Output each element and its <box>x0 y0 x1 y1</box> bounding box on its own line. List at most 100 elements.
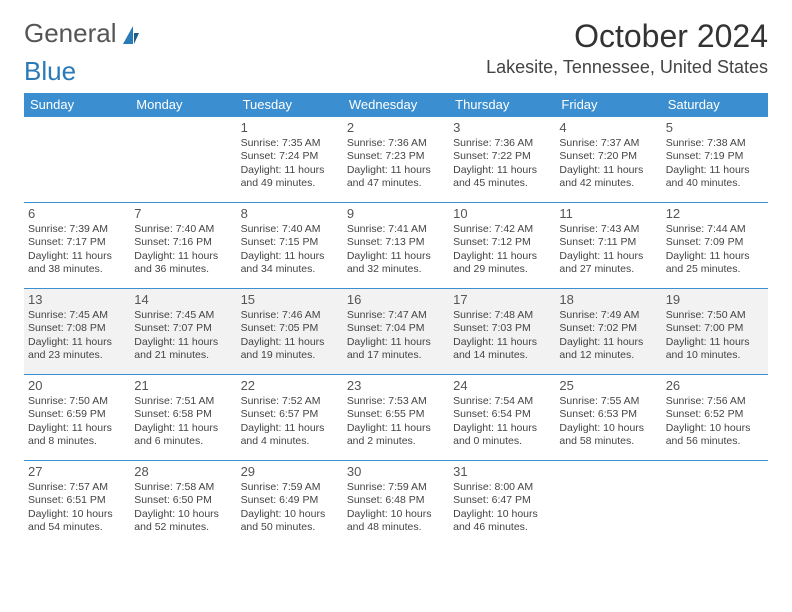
sunrise-text: Sunrise: 7:54 AM <box>453 395 551 408</box>
sunset-text: Sunset: 6:51 PM <box>28 494 126 507</box>
calendar-week: 1Sunrise: 7:35 AMSunset: 7:24 PMDaylight… <box>24 117 768 203</box>
daylight-text: Daylight: 11 hours and 10 minutes. <box>666 336 764 362</box>
day-details: Sunrise: 7:58 AMSunset: 6:50 PMDaylight:… <box>134 481 232 534</box>
calendar-day: 10Sunrise: 7:42 AMSunset: 7:12 PMDayligh… <box>449 203 555 289</box>
calendar-day: 1Sunrise: 7:35 AMSunset: 7:24 PMDaylight… <box>237 117 343 203</box>
day-number: 19 <box>666 292 764 308</box>
sunset-text: Sunset: 7:02 PM <box>559 322 657 335</box>
sunset-text: Sunset: 7:08 PM <box>28 322 126 335</box>
sunrise-text: Sunrise: 7:52 AM <box>241 395 339 408</box>
daylight-text: Daylight: 11 hours and 36 minutes. <box>134 250 232 276</box>
day-number: 3 <box>453 120 551 136</box>
calendar-day: 2Sunrise: 7:36 AMSunset: 7:23 PMDaylight… <box>343 117 449 203</box>
calendar-day: 15Sunrise: 7:46 AMSunset: 7:05 PMDayligh… <box>237 289 343 375</box>
calendar-day: 13Sunrise: 7:45 AMSunset: 7:08 PMDayligh… <box>24 289 130 375</box>
day-details: Sunrise: 7:55 AMSunset: 6:53 PMDaylight:… <box>559 395 657 448</box>
day-details: Sunrise: 7:47 AMSunset: 7:04 PMDaylight:… <box>347 309 445 362</box>
sunrise-text: Sunrise: 7:41 AM <box>347 223 445 236</box>
calendar-day: 22Sunrise: 7:52 AMSunset: 6:57 PMDayligh… <box>237 375 343 461</box>
day-details: Sunrise: 7:40 AMSunset: 7:16 PMDaylight:… <box>134 223 232 276</box>
calendar-day: 7Sunrise: 7:40 AMSunset: 7:16 PMDaylight… <box>130 203 236 289</box>
daylight-text: Daylight: 10 hours and 46 minutes. <box>453 508 551 534</box>
day-number: 5 <box>666 120 764 136</box>
sunset-text: Sunset: 7:04 PM <box>347 322 445 335</box>
day-header: Saturday <box>662 93 768 117</box>
day-number: 13 <box>28 292 126 308</box>
sunrise-text: Sunrise: 7:50 AM <box>28 395 126 408</box>
calendar-blank <box>24 117 130 203</box>
day-number: 6 <box>28 206 126 222</box>
daylight-text: Daylight: 11 hours and 29 minutes. <box>453 250 551 276</box>
sunset-text: Sunset: 6:54 PM <box>453 408 551 421</box>
calendar-day: 4Sunrise: 7:37 AMSunset: 7:20 PMDaylight… <box>555 117 661 203</box>
calendar-day: 8Sunrise: 7:40 AMSunset: 7:15 PMDaylight… <box>237 203 343 289</box>
sunset-text: Sunset: 7:00 PM <box>666 322 764 335</box>
sunrise-text: Sunrise: 7:49 AM <box>559 309 657 322</box>
sunrise-text: Sunrise: 7:55 AM <box>559 395 657 408</box>
calendar-week: 20Sunrise: 7:50 AMSunset: 6:59 PMDayligh… <box>24 375 768 461</box>
day-number: 31 <box>453 464 551 480</box>
sunset-text: Sunset: 6:55 PM <box>347 408 445 421</box>
day-details: Sunrise: 7:39 AMSunset: 7:17 PMDaylight:… <box>28 223 126 276</box>
sunrise-text: Sunrise: 7:40 AM <box>134 223 232 236</box>
day-number: 9 <box>347 206 445 222</box>
sunset-text: Sunset: 7:05 PM <box>241 322 339 335</box>
daylight-text: Daylight: 11 hours and 8 minutes. <box>28 422 126 448</box>
day-details: Sunrise: 7:45 AMSunset: 7:08 PMDaylight:… <box>28 309 126 362</box>
day-details: Sunrise: 8:00 AMSunset: 6:47 PMDaylight:… <box>453 481 551 534</box>
calendar-blank <box>555 461 661 547</box>
daylight-text: Daylight: 11 hours and 27 minutes. <box>559 250 657 276</box>
sunset-text: Sunset: 6:48 PM <box>347 494 445 507</box>
calendar-day: 30Sunrise: 7:59 AMSunset: 6:48 PMDayligh… <box>343 461 449 547</box>
day-number: 14 <box>134 292 232 308</box>
calendar-head: SundayMondayTuesdayWednesdayThursdayFrid… <box>24 93 768 117</box>
daylight-text: Daylight: 11 hours and 0 minutes. <box>453 422 551 448</box>
sunset-text: Sunset: 7:16 PM <box>134 236 232 249</box>
calendar-day: 17Sunrise: 7:48 AMSunset: 7:03 PMDayligh… <box>449 289 555 375</box>
sunrise-text: Sunrise: 7:59 AM <box>241 481 339 494</box>
day-number: 25 <box>559 378 657 394</box>
daylight-text: Daylight: 11 hours and 14 minutes. <box>453 336 551 362</box>
day-details: Sunrise: 7:54 AMSunset: 6:54 PMDaylight:… <box>453 395 551 448</box>
day-details: Sunrise: 7:50 AMSunset: 6:59 PMDaylight:… <box>28 395 126 448</box>
sunrise-text: Sunrise: 7:37 AM <box>559 137 657 150</box>
sunset-text: Sunset: 7:11 PM <box>559 236 657 249</box>
daylight-text: Daylight: 11 hours and 42 minutes. <box>559 164 657 190</box>
sunset-text: Sunset: 7:22 PM <box>453 150 551 163</box>
calendar-day: 9Sunrise: 7:41 AMSunset: 7:13 PMDaylight… <box>343 203 449 289</box>
sunrise-text: Sunrise: 7:46 AM <box>241 309 339 322</box>
day-number: 12 <box>666 206 764 222</box>
sunrise-text: Sunrise: 7:42 AM <box>453 223 551 236</box>
sunset-text: Sunset: 6:52 PM <box>666 408 764 421</box>
day-number: 28 <box>134 464 232 480</box>
daylight-text: Daylight: 10 hours and 52 minutes. <box>134 508 232 534</box>
calendar-day: 24Sunrise: 7:54 AMSunset: 6:54 PMDayligh… <box>449 375 555 461</box>
daylight-text: Daylight: 11 hours and 23 minutes. <box>28 336 126 362</box>
day-number: 16 <box>347 292 445 308</box>
sunrise-text: Sunrise: 7:56 AM <box>666 395 764 408</box>
sunrise-text: Sunrise: 7:36 AM <box>347 137 445 150</box>
day-details: Sunrise: 7:49 AMSunset: 7:02 PMDaylight:… <box>559 309 657 362</box>
daylight-text: Daylight: 11 hours and 17 minutes. <box>347 336 445 362</box>
day-number: 2 <box>347 120 445 136</box>
calendar-week: 13Sunrise: 7:45 AMSunset: 7:08 PMDayligh… <box>24 289 768 375</box>
calendar-table: SundayMondayTuesdayWednesdayThursdayFrid… <box>24 93 768 547</box>
day-number: 15 <box>241 292 339 308</box>
sunset-text: Sunset: 7:12 PM <box>453 236 551 249</box>
day-number: 10 <box>453 206 551 222</box>
daylight-text: Daylight: 11 hours and 32 minutes. <box>347 250 445 276</box>
day-number: 8 <box>241 206 339 222</box>
sunset-text: Sunset: 7:20 PM <box>559 150 657 163</box>
day-number: 17 <box>453 292 551 308</box>
sunrise-text: Sunrise: 7:39 AM <box>28 223 126 236</box>
calendar-day: 25Sunrise: 7:55 AMSunset: 6:53 PMDayligh… <box>555 375 661 461</box>
day-number: 21 <box>134 378 232 394</box>
logo-sail-icon <box>121 24 141 46</box>
day-number: 11 <box>559 206 657 222</box>
calendar-day: 6Sunrise: 7:39 AMSunset: 7:17 PMDaylight… <box>24 203 130 289</box>
day-number: 23 <box>347 378 445 394</box>
sunrise-text: Sunrise: 8:00 AM <box>453 481 551 494</box>
daylight-text: Daylight: 11 hours and 45 minutes. <box>453 164 551 190</box>
daylight-text: Daylight: 11 hours and 2 minutes. <box>347 422 445 448</box>
sunrise-text: Sunrise: 7:44 AM <box>666 223 764 236</box>
